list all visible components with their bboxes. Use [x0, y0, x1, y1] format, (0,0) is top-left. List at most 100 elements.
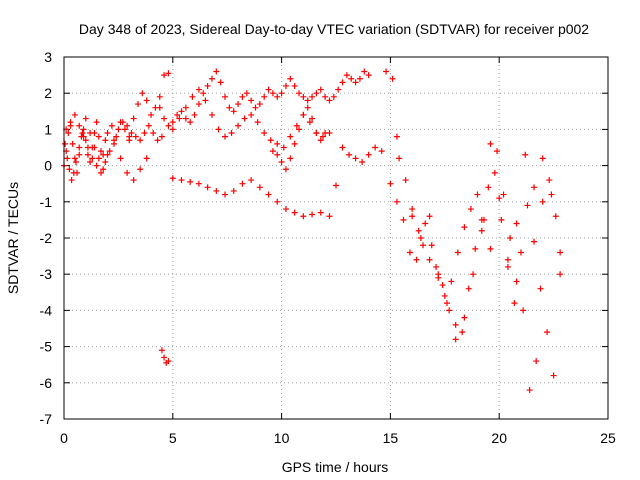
data-point: [291, 140, 298, 147]
data-point: [550, 372, 557, 379]
data-point: [524, 202, 531, 209]
data-point: [222, 191, 229, 198]
data-point: [111, 137, 118, 144]
data-point: [539, 198, 546, 205]
series-pre-storm: [333, 68, 400, 189]
data-point: [513, 278, 520, 285]
data-point: [104, 130, 111, 137]
data-point: [282, 82, 289, 89]
data-point: [494, 148, 501, 155]
data-point: [435, 274, 442, 281]
data-point: [300, 111, 307, 118]
data-point: [274, 198, 281, 205]
data-point: [187, 119, 194, 126]
data-point: [356, 75, 363, 82]
data-point: [544, 329, 551, 336]
data-point: [104, 151, 111, 158]
data-point: [139, 90, 146, 97]
data-point: [296, 90, 303, 97]
data-point: [102, 158, 109, 165]
data-point: [71, 155, 78, 162]
data-point: [517, 249, 524, 256]
data-point: [389, 75, 396, 82]
data-point: [282, 166, 289, 173]
data-point: [441, 292, 448, 299]
data-point: [287, 75, 294, 82]
data-point: [256, 184, 263, 191]
data-point: [204, 184, 211, 191]
data-point: [348, 75, 355, 82]
data-point: [317, 209, 324, 216]
data-point: [306, 119, 313, 126]
data-point: [169, 126, 176, 133]
y-tick-label: -2: [40, 230, 53, 246]
data-point: [265, 191, 272, 198]
data-point: [326, 213, 333, 220]
data-point: [195, 180, 202, 187]
data-point: [87, 158, 94, 165]
data-point: [296, 126, 303, 133]
data-point: [465, 285, 472, 292]
data-point: [533, 358, 540, 365]
data-point: [84, 151, 91, 158]
data-point: [387, 180, 394, 187]
data-point: [491, 169, 498, 176]
data-point: [215, 126, 222, 133]
data-point: [274, 93, 281, 100]
data-point: [300, 213, 307, 220]
data-point: [274, 140, 281, 147]
data-point: [208, 111, 215, 118]
y-axis-label: SDTVAR / TECUs: [5, 182, 21, 294]
data-point: [333, 182, 339, 189]
series-mid-climb: [269, 104, 329, 173]
data-point: [165, 70, 172, 77]
data-point: [69, 140, 76, 147]
data-point: [448, 278, 455, 285]
data-point: [396, 155, 403, 162]
data-point: [361, 68, 368, 75]
series-storm-c: [409, 140, 564, 328]
data-point: [313, 130, 320, 137]
data-point: [64, 155, 71, 162]
data-point: [141, 130, 148, 137]
data-point: [287, 155, 294, 162]
data-point: [278, 158, 285, 165]
data-point: [433, 263, 440, 270]
series-isolated-low: [158, 347, 172, 366]
data-point: [254, 119, 261, 126]
data-point: [70, 169, 77, 176]
data-point: [511, 300, 518, 307]
data-point: [300, 93, 307, 100]
data-point: [143, 155, 150, 162]
data-point: [156, 104, 163, 111]
data-point: [204, 82, 211, 89]
data-point: [161, 354, 168, 361]
data-point: [228, 130, 235, 137]
data-point: [66, 166, 73, 173]
data-point: [137, 137, 144, 144]
data-point: [309, 211, 316, 218]
data-point: [178, 177, 185, 184]
y-tick-label: 2: [44, 85, 52, 101]
data-point: [261, 130, 268, 137]
data-point: [79, 130, 86, 137]
data-point: [248, 111, 255, 118]
data-point: [504, 256, 511, 263]
data-point: [531, 238, 538, 245]
data-point: [317, 86, 324, 93]
data-point: [393, 198, 400, 205]
data-point: [76, 144, 83, 151]
data-point: [76, 122, 83, 129]
data-point: [485, 184, 492, 191]
data-point: [343, 72, 350, 79]
data-point: [428, 242, 435, 249]
data-point: [128, 130, 135, 137]
data-point: [422, 220, 429, 227]
data-point: [539, 155, 546, 162]
data-point: [420, 242, 427, 249]
y-tick-label: 0: [44, 158, 52, 174]
data-point: [339, 79, 346, 86]
data-point: [526, 387, 533, 394]
data-point: [409, 213, 416, 220]
data-point: [134, 101, 141, 108]
